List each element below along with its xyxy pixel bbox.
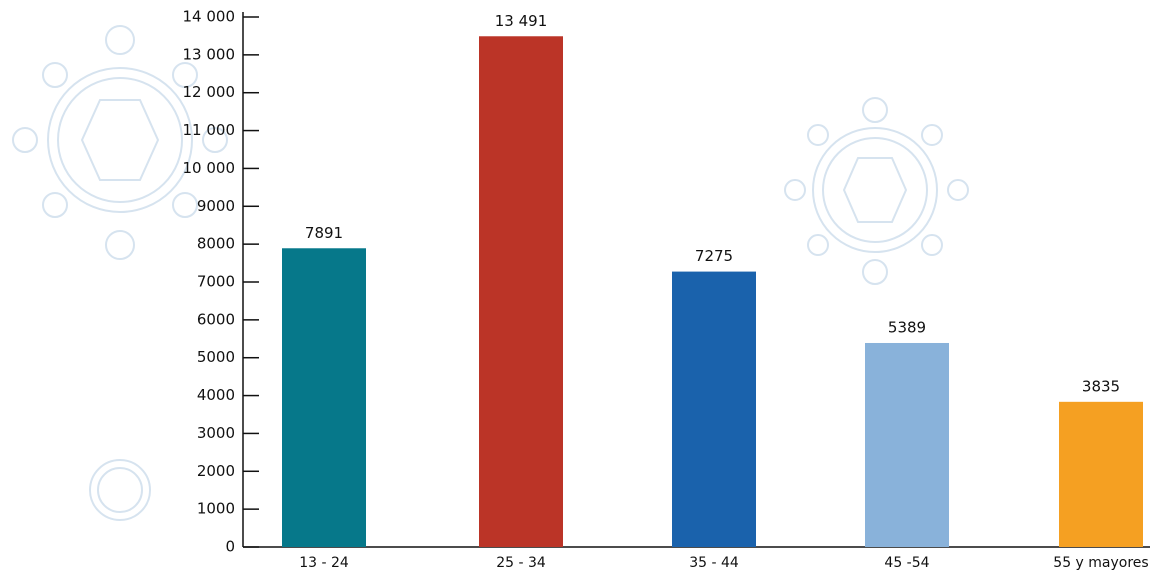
y-tick-label: 12 000 [183,83,236,101]
y-tick-label: 13 000 [183,45,236,63]
y-tick-label: 3000 [197,424,235,442]
value-label: 7891 [305,224,343,242]
y-tick-label: 9000 [197,197,235,215]
bar [282,248,366,547]
y-tick-label: 10 000 [183,159,236,177]
y-tick-label: 7000 [197,273,235,291]
x-tick-label: 55 y mayores [1053,555,1148,571]
y-tick-label: 4000 [197,386,235,404]
x-tick-label: 35 - 44 [689,555,739,571]
y-tick-label: 14 000 [183,8,236,26]
bar [1059,401,1143,547]
y-tick-label: 6000 [197,310,235,328]
value-label: 5389 [888,318,926,336]
y-tick-label: 8000 [197,235,235,253]
y-tick-label: 1000 [197,500,235,518]
y-tick-label: 0 [225,538,235,556]
x-tick-label: 25 - 34 [496,555,546,571]
x-tick-label: 45 -54 [884,555,929,571]
bar [865,342,949,547]
bar [479,36,563,547]
value-label: 3835 [1082,377,1120,395]
y-tick-label: 2000 [197,462,235,480]
y-tick-label: 5000 [197,348,235,366]
value-label: 13 491 [495,12,548,30]
decoration [12,25,969,521]
y-tick-label: 11 000 [183,121,236,139]
x-tick-label: 13 - 24 [299,555,349,571]
value-label: 7275 [695,247,733,265]
bar [672,271,756,547]
